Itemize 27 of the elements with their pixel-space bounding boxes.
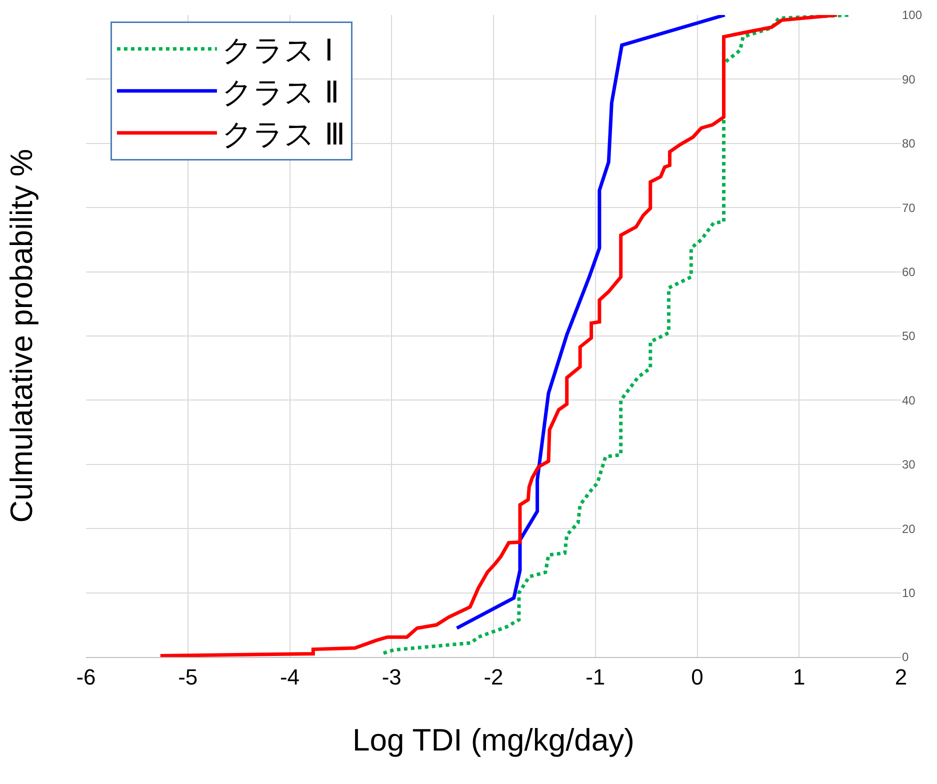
y-tick-label: 30 xyxy=(902,458,916,472)
y-tick-label: 10 xyxy=(902,586,916,600)
x-tick-label: -1 xyxy=(586,664,606,690)
y-tick-label: 100 xyxy=(902,8,922,22)
y-tick-label: 70 xyxy=(902,200,916,215)
x-tick-label: 1 xyxy=(793,664,806,690)
line-series xyxy=(158,15,839,657)
y-tick-label: 50 xyxy=(902,329,916,344)
y-tick-label: 80 xyxy=(902,136,916,151)
y-tick-label: 90 xyxy=(902,72,916,86)
y-tick-label: 40 xyxy=(902,393,916,408)
y-tick-label: 60 xyxy=(902,265,916,279)
y-axis-title: Culmulatative probability % xyxy=(4,148,39,523)
y-tick-label: 20 xyxy=(902,522,916,536)
x-tick-label: -3 xyxy=(382,664,402,690)
legend-label: クラス Ⅰ xyxy=(222,34,334,69)
x-tick-label: 2 xyxy=(894,664,908,690)
x-tick-label: -5 xyxy=(178,664,198,690)
x-tick-label: -4 xyxy=(280,664,300,690)
x-tick-label: -2 xyxy=(484,664,504,690)
legend-label: クラス Ⅱ xyxy=(222,76,340,111)
x-axis-title: Log TDI (mg/kg/day) xyxy=(352,722,634,758)
legend-label: クラス Ⅲ xyxy=(222,118,346,153)
line-series xyxy=(455,15,727,630)
x-tick-label: -6 xyxy=(76,664,96,690)
y-tick-label: 0 xyxy=(902,650,909,664)
x-tick-label: 0 xyxy=(691,664,704,690)
